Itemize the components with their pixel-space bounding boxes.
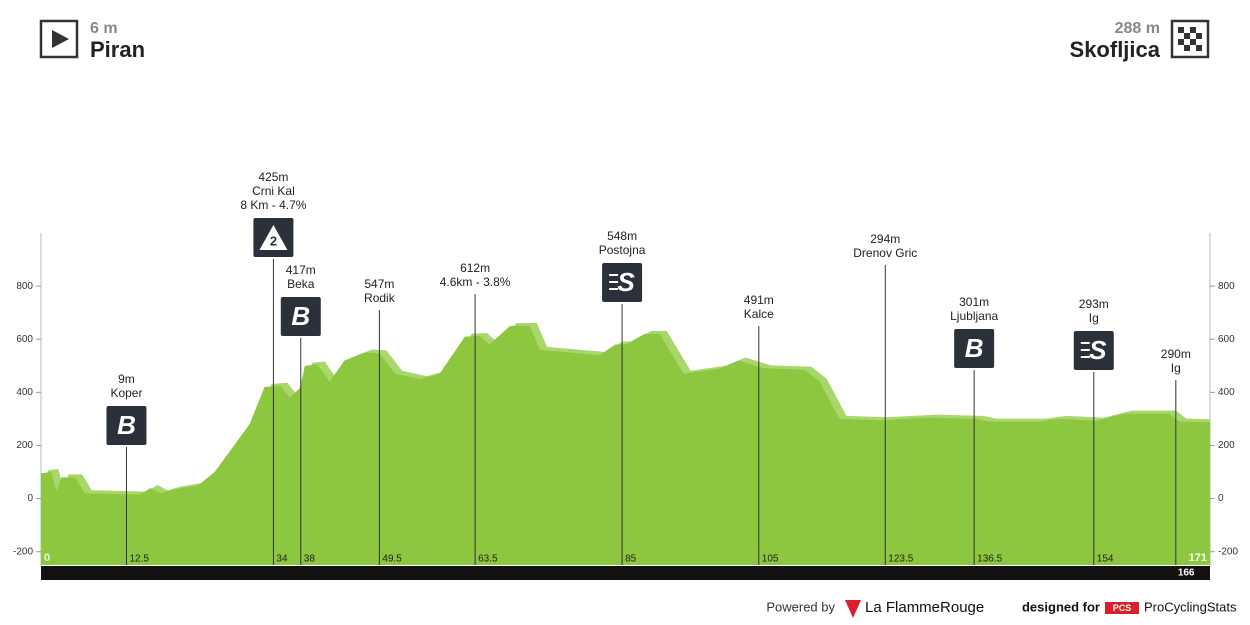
start-elevation: 6 m (90, 20, 118, 37)
km-label: 123.5 (888, 554, 913, 565)
site-name: ProCyclingStats (1144, 599, 1237, 614)
y-tick-label: 200 (16, 440, 33, 451)
waypoint-label: 491m (744, 293, 774, 307)
waypoint-label: 293m (1079, 297, 1109, 311)
waypoint-icon (106, 406, 147, 445)
km-label: 63.5 (478, 554, 498, 565)
waypoint-label: 4.6km - 3.8% (440, 275, 511, 289)
waypoint-label: 612m (460, 261, 490, 275)
y-tick-label-right: 400 (1218, 387, 1235, 398)
km-label: 12.5 (129, 554, 149, 565)
waypoint-icon (954, 329, 995, 368)
brand: La FlammeRouge (865, 599, 984, 616)
waypoint-icon (602, 263, 643, 302)
y-tick-label: -200 (13, 546, 33, 557)
waypoint-label: 294m (870, 232, 900, 246)
y-tick-label-right: 200 (1218, 440, 1235, 451)
waypoint-label: Koper (110, 386, 142, 400)
waypoint-label: Rodik (364, 291, 396, 305)
waypoint-label: 417m (286, 263, 316, 277)
plot: -200 -200 0 0 200 200 400 400 600 600 800 800 0 171 9m… (13, 170, 1238, 580)
waypoint-label: Beka (287, 277, 315, 291)
x-end-label: 171 (1189, 552, 1207, 564)
waypoint-label: Kalce (744, 307, 774, 321)
footer: Powered by La FlammeRouge designed for P… (766, 599, 1237, 618)
designed-for: designed for (1022, 599, 1100, 614)
y-tick-label-right: 600 (1218, 334, 1235, 345)
waypoint-label: 9m (118, 372, 135, 386)
icon-text: B (965, 333, 984, 363)
km-label: 136.5 (977, 554, 1002, 565)
y-tick-label-right: -200 (1218, 546, 1238, 557)
km-label: 154 (1097, 554, 1114, 565)
profile-area (41, 325, 1210, 565)
x-last-label: 166 (1178, 568, 1195, 579)
finish-name: Skofljica (1070, 37, 1161, 62)
pcs-badge (1105, 602, 1139, 614)
waypoint-label: 548m (607, 229, 637, 243)
y-tick-label: 800 (16, 281, 33, 292)
powered-by: Powered by (766, 599, 835, 614)
pcs-text: PCS (1113, 603, 1132, 613)
waypoint-label: Postojna (599, 243, 646, 257)
climb-triangle (259, 225, 288, 250)
icon-text: S (617, 267, 635, 297)
icon-text: B (117, 410, 136, 440)
icon-text: B (291, 301, 310, 331)
y-tick-label: 0 (27, 493, 33, 504)
km-label: 105 (762, 554, 779, 565)
km-label: 34 (276, 554, 288, 565)
y-tick-label: 400 (16, 387, 33, 398)
waypoint-icon (1073, 331, 1114, 370)
waypoint-label: Ig (1171, 361, 1181, 375)
km-label: 49.5 (382, 554, 402, 565)
y-tick-label-right: 800 (1218, 281, 1235, 292)
km-label: 38 (304, 554, 316, 565)
km-bar (41, 566, 1210, 580)
finish-elevation: 288 m (1115, 20, 1160, 37)
icon-text: S (1089, 335, 1107, 365)
brand-icon (845, 600, 861, 618)
waypoint-label: 301m (959, 295, 989, 309)
x-start-label: 0 (44, 552, 50, 564)
waypoint-label: Ljubljana (950, 309, 998, 323)
start-icon (39, 19, 79, 59)
waypoint-label: 547m (364, 277, 394, 291)
start-name: Piran (90, 37, 145, 62)
waypoint-label: Ig (1089, 311, 1099, 325)
waypoint-label: 290m (1161, 347, 1191, 361)
waypoint-label: Crni Kal (252, 184, 295, 198)
finish-icon (1170, 19, 1210, 59)
waypoint-label: 425m (258, 170, 288, 184)
y-tick-label: 600 (16, 334, 33, 345)
waypoint-icon (280, 297, 321, 336)
icon-text: 2 (270, 233, 277, 248)
km-label: 85 (625, 554, 637, 565)
y-tick-label-right: 0 (1218, 493, 1224, 504)
waypoint-label: 8 Km - 4.7% (240, 198, 306, 212)
waypoint-label: Drenov Gric (853, 246, 917, 260)
